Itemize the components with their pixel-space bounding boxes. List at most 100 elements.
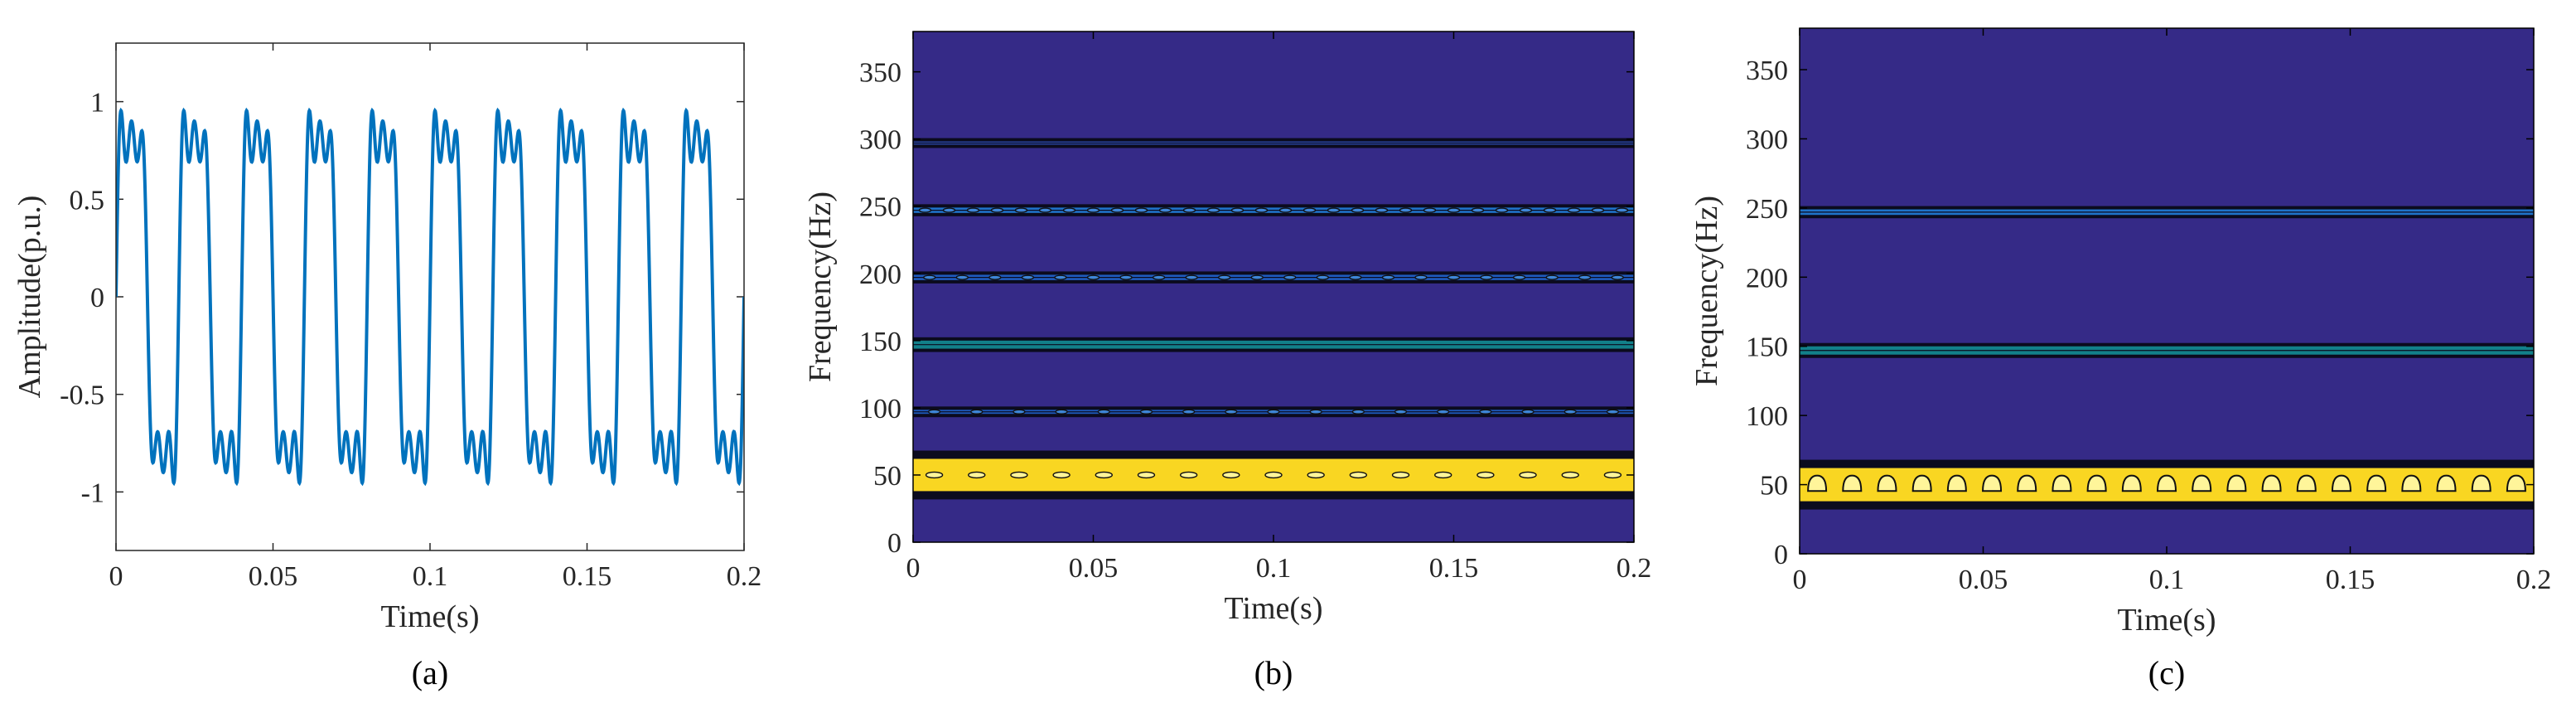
band-marker (1254, 207, 1269, 213)
y-tick-label: 200 (1746, 263, 1788, 293)
band-marker (2436, 474, 2457, 492)
band-marker (1495, 207, 1509, 213)
band-marker (1158, 207, 1172, 213)
band-marker (1946, 474, 1967, 492)
band-marker (2052, 474, 2072, 492)
band-marker (1134, 207, 1148, 213)
panel-b-time-frequency-map: 0 0.05 0.1 0.15 0.2 0 50 100 150 200 250 300 350 Time… (803, 31, 1651, 691)
band-marker (2331, 474, 2351, 492)
band-marker (1062, 207, 1076, 213)
band-marker (1264, 471, 1283, 479)
band-marker (2226, 474, 2247, 492)
band-marker (2401, 474, 2422, 492)
panel-c-time-frequency-map: 0 0.05 0.1 0.15 0.2 0 50 100 150 200 250 300 350 Time… (1689, 27, 2551, 691)
y-tick-label: 350 (859, 58, 901, 89)
y-tick-label: 150 (1746, 332, 1788, 363)
band-marker (1351, 409, 1365, 415)
band-marker (1182, 207, 1196, 213)
band-marker (1394, 409, 1408, 415)
band-marker (2017, 474, 2037, 492)
band-marker (1434, 471, 1452, 479)
map-bands (913, 138, 1634, 500)
band-marker (1437, 409, 1450, 415)
x-tick-label: 0.15 (2326, 565, 2375, 595)
y-axis-label: Frequency(Hz) (803, 192, 838, 382)
band-marker (1563, 409, 1577, 415)
band-marker (2261, 474, 2282, 492)
band-marker (1842, 474, 1863, 492)
band-marker (1349, 274, 1362, 280)
band-marker (988, 274, 1002, 280)
band-marker (1013, 409, 1026, 415)
band-marker (1182, 409, 1196, 415)
band-marker (1327, 207, 1341, 213)
band-marker (1152, 274, 1166, 280)
band-marker (1137, 471, 1156, 479)
x-tick-label: 0.05 (249, 561, 298, 592)
band-marker (1545, 274, 1559, 280)
band-marker (2121, 474, 2142, 492)
x-tick-label: 0.05 (1959, 565, 2008, 595)
band-marker (2192, 474, 2212, 492)
y-axis-label: Amplitude(p.u.) (12, 196, 47, 399)
band-marker (1606, 409, 1620, 415)
band-marker (1521, 409, 1534, 415)
band-marker (1014, 207, 1028, 213)
band-marker (1982, 474, 2003, 492)
band-marker (2471, 474, 2491, 492)
band-marker (1010, 471, 1028, 479)
band-marker (1038, 207, 1052, 213)
band-marker (1877, 474, 1897, 492)
band-marker (1447, 274, 1461, 280)
y-tick-label: 0.5 (70, 185, 105, 216)
band-marker (1480, 274, 1493, 280)
band-marker (2506, 474, 2526, 492)
y-tick-label: 100 (1746, 401, 1788, 432)
band-marker (1519, 207, 1533, 213)
y-tick-label: 100 (859, 394, 901, 424)
x-tick-label: 0.05 (1069, 553, 1119, 584)
band-marker (1185, 274, 1198, 280)
panel-a-waveform: 0 0.05 0.1 0.15 0.2 1 0.5 0 -0.5 -1 Time(s) Amplitu… (12, 42, 762, 691)
x-tick-label: 0.1 (1256, 553, 1292, 584)
band-marker (1206, 207, 1220, 213)
band-marker (1052, 471, 1071, 479)
band-marker (1230, 207, 1245, 213)
x-tick-label: 0.1 (413, 561, 448, 592)
band-marker (1021, 274, 1035, 280)
band-marker (1615, 207, 1629, 213)
y-axis-label: Frequency(Hz) (1689, 196, 1724, 386)
waveform-line (116, 107, 744, 487)
band-marker (1591, 207, 1605, 213)
band-marker (1055, 409, 1068, 415)
band-marker (1375, 207, 1389, 213)
band-marker (968, 471, 986, 479)
band-marker (1471, 207, 1485, 213)
band-marker (1399, 207, 1413, 213)
band-marker (1447, 207, 1461, 213)
plot-frame (912, 31, 1635, 543)
band-marker (2296, 474, 2317, 492)
band-marker (1086, 274, 1100, 280)
x-axis-label: Time(s) (381, 599, 480, 634)
x-axis-label: Time(s) (2118, 603, 2216, 638)
band-marker (927, 409, 941, 415)
x-tick-label: 0.2 (727, 561, 762, 592)
panel-caption: (c) (2148, 654, 2185, 691)
panel-caption: (b) (1254, 654, 1293, 691)
y-tick-label: 200 (859, 259, 901, 290)
y-tick-label: 0 (887, 528, 901, 559)
y-tick-label: 50 (1760, 471, 1788, 502)
band-marker (1316, 274, 1330, 280)
band-marker (1086, 207, 1100, 213)
band-marker (1283, 274, 1297, 280)
band-marker (1512, 274, 1526, 280)
plot-frame (1799, 27, 2535, 555)
band-marker (1351, 207, 1365, 213)
band-marker (1381, 274, 1395, 280)
band-marker (966, 207, 980, 213)
y-tick-label: 350 (1746, 56, 1788, 86)
band-marker (923, 274, 936, 280)
band-marker (1278, 207, 1293, 213)
band-marker (1222, 471, 1240, 479)
